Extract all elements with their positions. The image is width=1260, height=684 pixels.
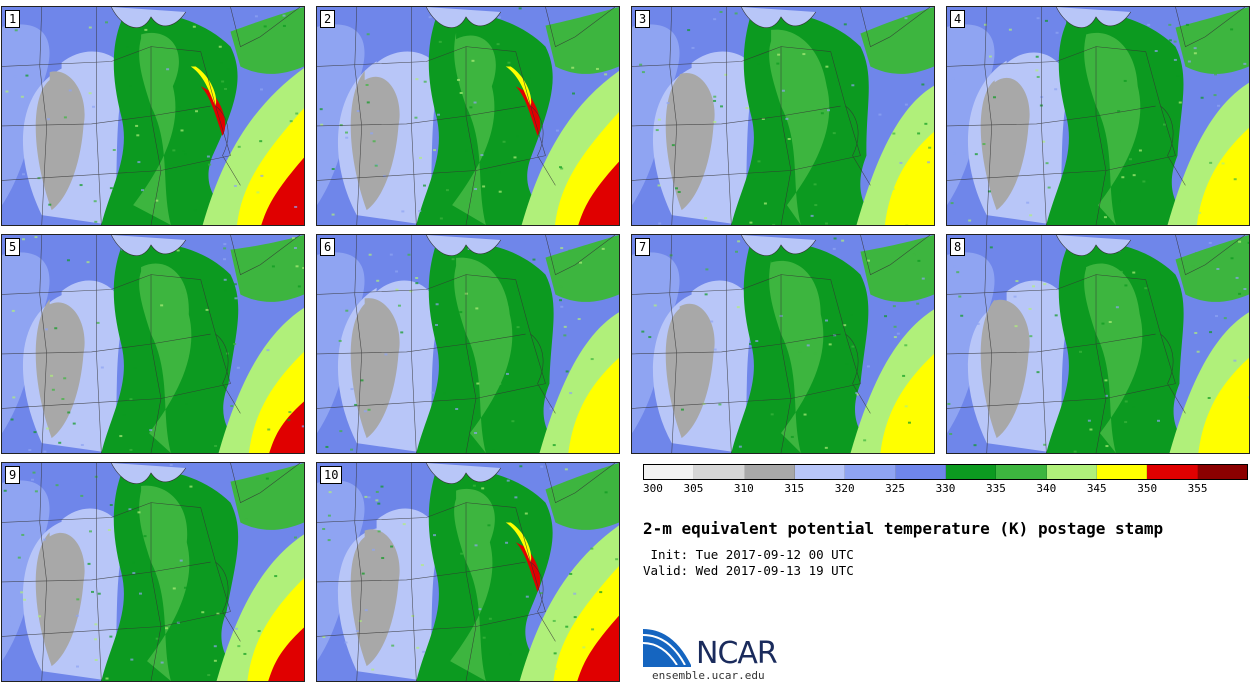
colorbar-segment bbox=[1096, 465, 1148, 479]
colorbar-segment bbox=[996, 465, 1047, 479]
init-time: Init: Tue 2017-09-12 00 UTC bbox=[643, 547, 854, 562]
colorbar-segment bbox=[1046, 465, 1097, 479]
stamp-number: 3 bbox=[635, 10, 651, 28]
stamp-number: 1 bbox=[5, 10, 21, 28]
colorbar-tick-label: 345 bbox=[1086, 482, 1107, 495]
postage-stamp-map: 10 bbox=[316, 462, 620, 682]
postage-stamp-map: 1 bbox=[1, 6, 305, 226]
colorbar-segment bbox=[945, 465, 997, 479]
colorbar-segment bbox=[895, 465, 946, 479]
postage-stamp-map: 7 bbox=[631, 234, 935, 454]
colorbar-tick-label: 310 bbox=[733, 482, 754, 495]
colorbar-tick-label: 300 bbox=[643, 482, 663, 495]
postage-stamp-map: 3 bbox=[631, 6, 935, 226]
colorbar-tick-label: 330 bbox=[935, 482, 956, 495]
colorbar-tick-label: 350 bbox=[1137, 482, 1158, 495]
stamp-number: 4 bbox=[950, 10, 966, 28]
colorbar-segment bbox=[744, 465, 795, 479]
stamp-number: 5 bbox=[5, 238, 21, 256]
colorbar-tick-labels: 300 305 310 315 320 325 330 335 340 345 350 355 bbox=[643, 482, 1248, 496]
colorbar-segment bbox=[1147, 465, 1198, 479]
colorbar bbox=[643, 464, 1248, 480]
colorbar-segment bbox=[1197, 465, 1247, 479]
colorbar-segment bbox=[794, 465, 846, 479]
valid-time: Valid: Wed 2017-09-13 19 UTC bbox=[643, 563, 854, 578]
logo-text: NCAR bbox=[696, 636, 778, 671]
colorbar-tick-label: 335 bbox=[985, 482, 1006, 495]
logo-url: ensemble.ucar.edu bbox=[652, 669, 765, 682]
colorbar-segment bbox=[644, 465, 695, 479]
colorbar-segment bbox=[845, 465, 896, 479]
colorbar-tick-label: 320 bbox=[834, 482, 855, 495]
colorbar-tick-label: 325 bbox=[885, 482, 906, 495]
postage-stamp-map: 8 bbox=[946, 234, 1250, 454]
colorbar-tick-label: 305 bbox=[683, 482, 704, 495]
colorbar-segment bbox=[694, 465, 745, 479]
postage-stamp-map: 6 bbox=[316, 234, 620, 454]
stamp-number: 10 bbox=[320, 466, 343, 484]
stamp-number: 2 bbox=[320, 10, 336, 28]
postage-stamp-map: 2 bbox=[316, 6, 620, 226]
colorbar-tick-label: 340 bbox=[1036, 482, 1057, 495]
stamp-number: 7 bbox=[635, 238, 651, 256]
postage-stamp-map: 4 bbox=[946, 6, 1250, 226]
postage-stamp-map: 5 bbox=[1, 234, 305, 454]
postage-stamp-map: 9 bbox=[1, 462, 305, 682]
stamp-number: 8 bbox=[950, 238, 966, 256]
stamp-number: 6 bbox=[320, 238, 336, 256]
figure-title: 2-m equivalent potential temperature (K)… bbox=[643, 519, 1164, 538]
ncar-logo-icon bbox=[643, 629, 691, 667]
stamp-number: 9 bbox=[5, 466, 21, 484]
colorbar-tick-label: 315 bbox=[784, 482, 805, 495]
colorbar-tick-label: 355 bbox=[1187, 482, 1208, 495]
